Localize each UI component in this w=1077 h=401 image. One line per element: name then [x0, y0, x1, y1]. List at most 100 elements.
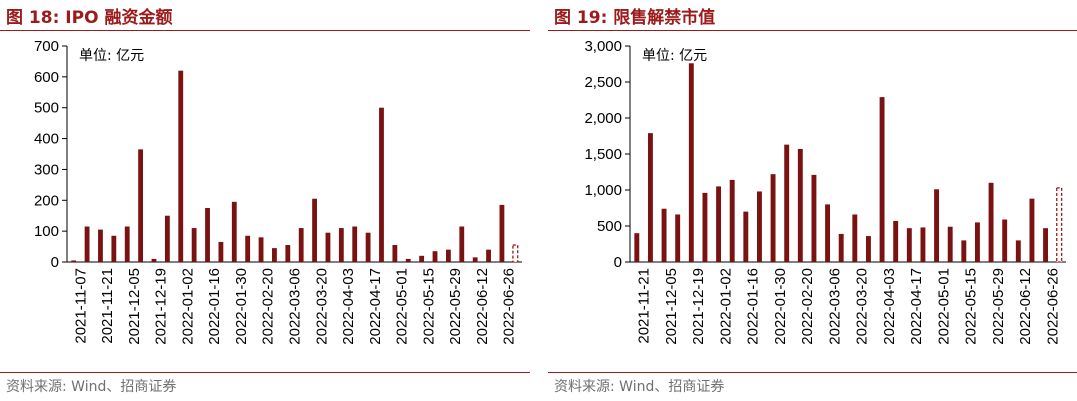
bar [770, 174, 776, 262]
bar [743, 211, 749, 262]
x-tick-label: 2022-01-02 [179, 268, 196, 345]
x-tick-label: 2022-05-29 [447, 268, 464, 345]
bar [634, 233, 640, 262]
bar [879, 97, 885, 263]
unlock-value-panel: 图 19: 限售解禁市值 0 500 1,000 1,500 2,000 2,500 3,0… [548, 0, 1077, 401]
bar [84, 226, 90, 262]
y-tick-label: 1,500 [584, 146, 622, 163]
x-tick-label: 2022-01-30 [772, 268, 789, 345]
y-tick-label: 2,000 [584, 110, 622, 127]
x-tick-label: 2022-06-12 [1017, 268, 1034, 345]
bar [647, 133, 653, 262]
x-tick-label: 2022-06-26 [501, 268, 518, 345]
bar [325, 232, 331, 262]
x-tick-label: 2021-12-05 [663, 268, 680, 345]
unit-label: 单位: 亿元 [642, 48, 707, 64]
bar [865, 236, 871, 262]
x-tick-label: 2022-01-16 [745, 268, 762, 345]
source-rule [0, 372, 530, 373]
bar [312, 198, 317, 262]
bar [178, 70, 184, 262]
x-tick-label: 2022-05-29 [990, 268, 1007, 345]
y-tick-label: 2,500 [584, 74, 622, 91]
bar [661, 208, 667, 262]
x-tick-label: 2022-01-30 [233, 268, 250, 345]
bar [716, 186, 722, 262]
x-tick-label: 2022-04-03 [881, 268, 898, 345]
ipo-funding-panel: 图 18: IPO 融资金额 0 100 200 300 400 500 600 700 单位:… [0, 0, 530, 401]
x-tick-label: 2021-11-21 [99, 268, 116, 344]
bar [338, 228, 344, 262]
x-tick-label: 2022-01-16 [206, 268, 223, 345]
x-tick-label: 2021-12-19 [690, 268, 707, 345]
bar [934, 189, 940, 262]
bar [974, 222, 980, 262]
bar [419, 255, 425, 262]
bar [298, 228, 304, 262]
bar [98, 229, 103, 262]
bar [285, 245, 291, 262]
bar [499, 204, 505, 262]
x-tick-label: 2022-03-06 [826, 268, 843, 345]
bar-forecast [512, 244, 519, 263]
bar [797, 148, 803, 262]
x-tick-label: 2022-05-01 [394, 268, 411, 345]
bar [486, 249, 491, 262]
bar [838, 233, 844, 262]
y-tick-label: 300 [34, 161, 59, 178]
bar [405, 258, 411, 262]
x-tick-label: 2021-12-05 [126, 268, 143, 345]
bar [920, 227, 926, 262]
bar [111, 235, 117, 262]
bar [729, 179, 735, 262]
bar [472, 257, 478, 262]
chart-title: 图 19: 限售解禁市值 [554, 8, 716, 28]
bar [71, 260, 77, 262]
source-note: 资料来源: Wind、招商证券 [554, 379, 725, 395]
bar [205, 208, 210, 262]
bar [432, 251, 438, 262]
y-tick-label: 700 [34, 38, 59, 55]
bar [961, 240, 967, 262]
x-tick-label: 2021-11-21 [636, 268, 653, 344]
bar [825, 204, 831, 262]
bar [164, 215, 170, 262]
bar [988, 182, 994, 262]
y-tick-label: 1,000 [584, 182, 622, 199]
bar [756, 191, 762, 262]
bar [445, 249, 451, 262]
bar [231, 201, 237, 262]
bar [852, 214, 858, 262]
x-tick-label: 2022-05-01 [935, 268, 952, 345]
ipo-funding-bar-chart: 0 100 200 300 400 500 600 700 单位: 亿元 2021-11-07 20… [34, 38, 522, 345]
title-rule [0, 30, 530, 31]
bar [459, 226, 465, 262]
source-rule [548, 372, 1077, 373]
y-tick-label: 400 [34, 131, 59, 148]
bar [947, 226, 953, 262]
bar [245, 235, 251, 262]
title-rule [548, 30, 1077, 31]
bar [675, 214, 681, 262]
x-tick-label: 2022-05-15 [420, 268, 437, 345]
x-tick-label: 2022-04-17 [908, 268, 925, 345]
x-tick-label: 2022-02-20 [799, 268, 816, 345]
bar-forecast [1056, 187, 1063, 263]
x-tick-label: 2022-03-06 [287, 268, 304, 345]
source-note: 资料来源: Wind、招商证券 [6, 379, 177, 395]
bar [258, 237, 264, 262]
x-tick-label: 2022-03-20 [854, 268, 871, 345]
y-tick-label: 0 [614, 254, 622, 271]
bar [811, 174, 817, 262]
bar [218, 241, 224, 262]
bar [893, 220, 899, 262]
bar [191, 228, 197, 262]
bar [688, 63, 694, 262]
bar [1002, 219, 1008, 262]
y-tick-label: 500 [597, 218, 622, 235]
bar [365, 232, 371, 262]
x-tick-label: 2022-03-20 [313, 268, 330, 345]
x-tick-label: 2022-04-03 [340, 268, 357, 345]
x-tick-label: 2022-02-20 [260, 268, 277, 345]
bar [702, 192, 708, 262]
